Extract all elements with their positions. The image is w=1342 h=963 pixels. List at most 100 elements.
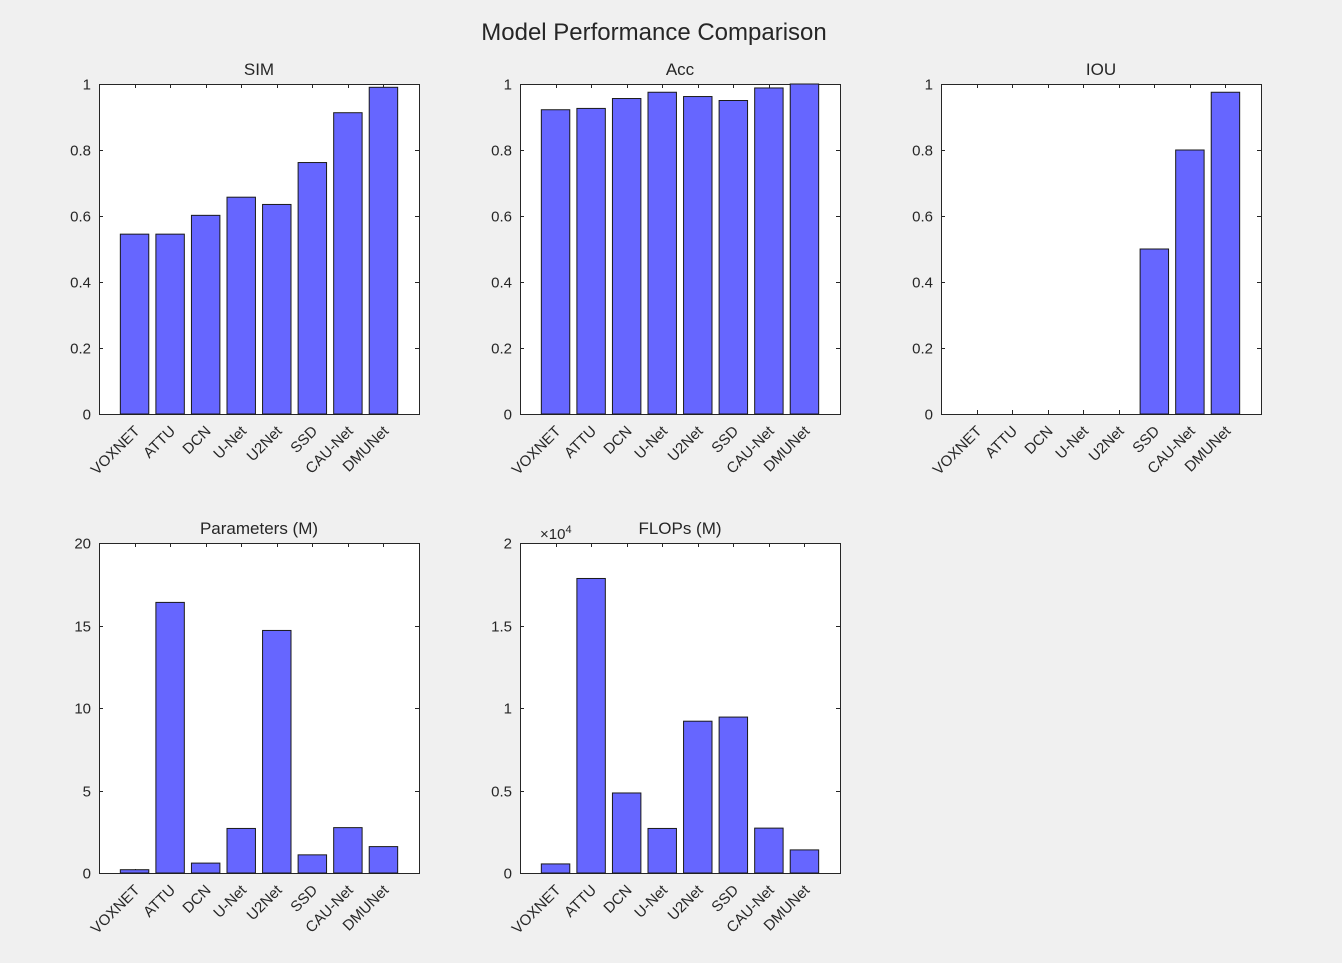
x-tick-label: U-Net [1052,422,1092,462]
y-tick-label: 0.4 [70,275,91,292]
x-tick-label: DCN [600,882,635,917]
y-tick-label: 1 [504,77,512,94]
bar [262,629,292,874]
x-tick-label: U2Net [665,881,708,924]
x-tick-label: ATTU [140,423,179,462]
bar [1210,91,1241,415]
x-tick-label: U-Net [210,881,250,921]
y-tick-label: 0.8 [70,143,91,160]
y-exponent-power: 4 [565,524,571,536]
x-tick-label: VOXNET [88,423,144,479]
bar [576,577,606,874]
bar [540,863,571,874]
bar [155,233,185,415]
x-tick-label: DCN [600,423,635,458]
y-exponent-label: ×104 [540,524,572,543]
bar [297,162,328,415]
bar [789,849,820,874]
bar [754,827,784,874]
x-tick-label: DCN [179,882,214,917]
bar [718,716,749,874]
bar [754,87,784,415]
y-tick-label: 0.4 [491,275,512,292]
bar [540,109,571,415]
plot-area [520,84,841,415]
y-tick-label: 0.6 [70,209,91,226]
bar [647,91,677,415]
plot-area [99,84,420,415]
x-tick-label: VOXNET [509,882,565,938]
x-tick-label: ATTU [561,423,600,462]
y-tick-label: 1 [504,701,512,718]
bar [226,827,256,874]
bar [683,720,713,874]
x-tick-label: U2Net [665,422,708,465]
bar [611,792,642,874]
bar [262,203,292,415]
figure-title: Model Performance Comparison [481,19,826,46]
bar [576,107,606,415]
bar [119,233,150,415]
bar [647,827,677,874]
bar [190,214,221,415]
plot-area [941,84,1262,415]
x-tick-label: DCN [1021,423,1056,458]
bar [789,83,820,415]
y-tick-label: 0.4 [912,275,933,292]
y-tick-label: 15 [74,619,91,636]
bar [368,846,399,874]
bar [333,827,363,874]
y-tick-label: 0 [925,407,933,424]
bar [155,601,185,874]
y-tick-label: 0.8 [491,143,512,160]
bar [368,86,399,415]
x-tick-label: VOXNET [509,423,565,479]
x-tick-label: VOXNET [930,423,986,479]
y-tick-label: 0.2 [912,341,933,358]
bar [1139,248,1170,415]
bar [1175,149,1205,415]
y-tick-label: 20 [74,536,91,553]
y-tick-label: 0.5 [491,784,512,801]
x-tick-label: ATTU [982,423,1021,462]
y-tick-label: 0.6 [491,209,512,226]
x-tick-label: U-Net [631,881,671,921]
x-tick-label: U-Net [631,422,671,462]
y-tick-label: 1 [925,77,933,94]
y-tick-label: 0 [504,866,512,883]
chart-title: FLOPs (M) [638,519,721,538]
bar [226,196,256,415]
x-tick-label: U-Net [210,422,250,462]
y-tick-label: 1 [83,77,91,94]
x-tick-label: U2Net [244,881,287,924]
chart-title: Parameters (M) [200,519,318,538]
x-tick-label: U2Net [1086,422,1129,465]
chart-title: Acc [666,60,695,79]
chart-title: IOU [1086,60,1116,79]
x-tick-label: U2Net [244,422,287,465]
bar [190,862,221,874]
y-tick-label: 1.5 [491,619,512,636]
y-tick-label: 0.2 [491,341,512,358]
y-tick-label: 5 [83,784,91,801]
bar [683,96,713,415]
x-tick-label: DCN [179,423,214,458]
bar [333,112,363,415]
y-tick-label: 0.6 [912,209,933,226]
bar [297,854,328,874]
y-tick-label: 0 [504,407,512,424]
y-tick-label: 0 [83,407,91,424]
bar [119,869,150,874]
plot-area [520,543,841,874]
y-tick-label: 2 [504,536,512,553]
y-tick-label: 0.2 [70,341,91,358]
bar [611,98,642,415]
plot-area [99,543,420,874]
